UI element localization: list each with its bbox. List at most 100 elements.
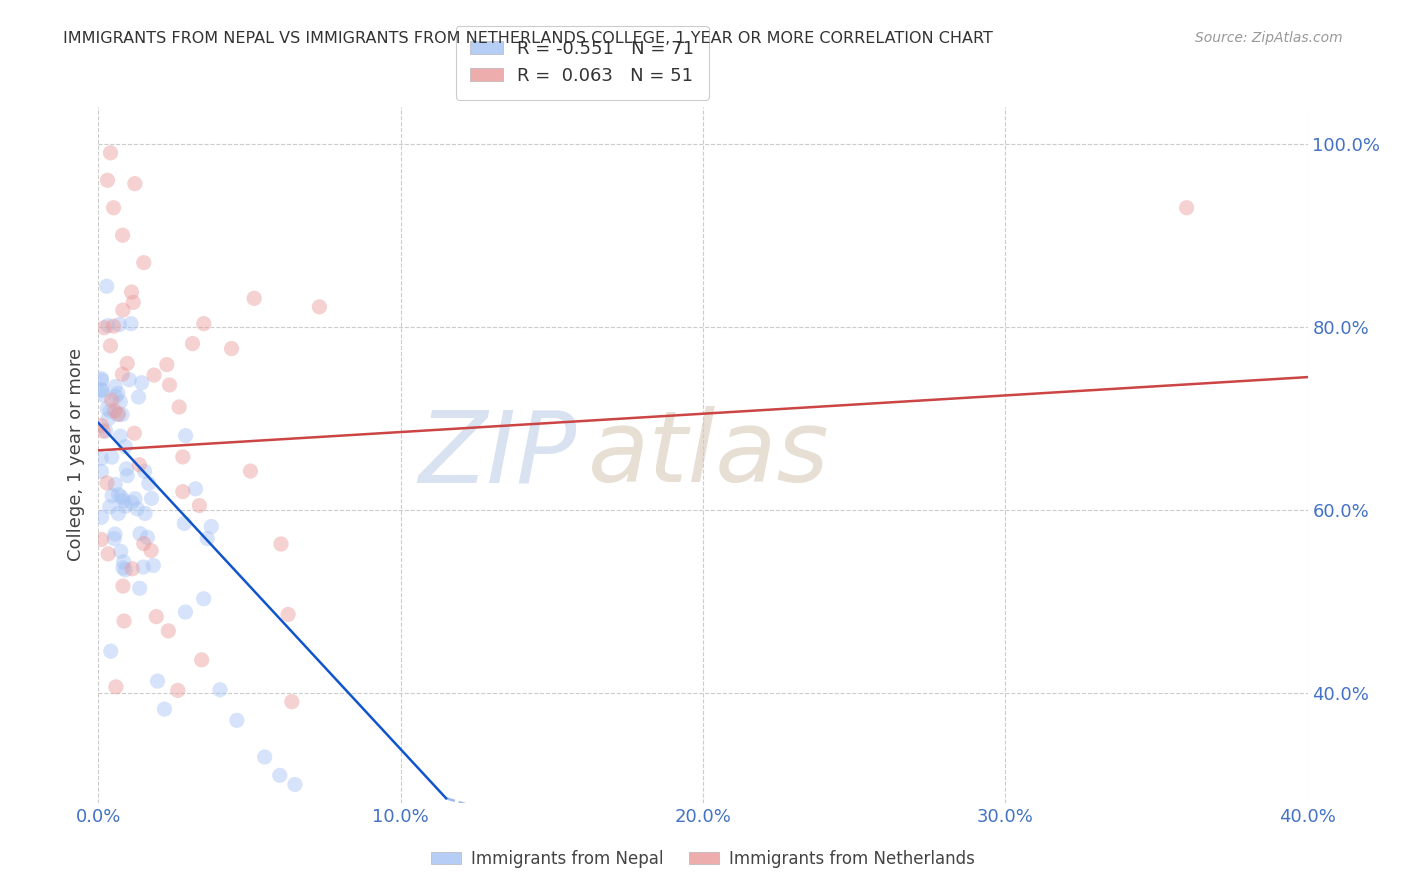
Point [115,462,138,476]
Point [111,408,134,422]
Point [100,145,122,160]
Point [97,547,120,561]
Point [104,477,127,491]
Point [90,418,112,433]
Point [127,501,149,516]
Point [122,295,145,310]
Point [110,490,132,504]
Point [114,563,136,577]
Point [117,468,139,483]
Point [281,695,304,709]
Point [97,412,120,426]
Point [107,488,129,502]
Point [97,318,120,333]
Point [172,450,194,464]
Point [239,464,262,478]
Point [167,400,190,414]
Point [90,533,112,547]
Point [93,388,115,402]
Point [172,484,194,499]
Point [124,177,146,191]
Point [90,451,112,466]
Point [91,424,114,438]
Point [308,300,330,314]
Point [129,526,152,541]
Point [115,356,138,370]
Point [100,644,122,658]
Point [96,173,118,187]
Point [108,318,131,332]
Point [103,319,125,334]
Point [120,317,142,331]
Point [90,383,112,397]
Point [188,499,211,513]
Point [96,475,118,490]
Point [128,390,150,404]
Point [111,303,134,318]
Point [112,555,135,569]
Point [184,482,207,496]
Text: IMMIGRANTS FROM NEPAL VS IMMIGRANTS FROM NETHERLANDS COLLEGE, 1 YEAR OR MORE COR: IMMIGRANTS FROM NEPAL VS IMMIGRANTS FROM… [63,31,993,46]
Point [107,386,129,401]
Text: atlas: atlas [588,407,830,503]
Point [253,750,276,764]
Point [103,201,125,215]
Point [100,393,122,408]
Point [193,591,215,606]
Point [114,440,136,454]
Point [195,532,218,546]
Point [134,464,156,478]
Point [139,543,162,558]
Text: Source: ZipAtlas.com: Source: ZipAtlas.com [1195,31,1343,45]
Point [90,384,112,398]
Point [93,320,115,334]
Point [107,407,129,421]
Point [132,536,155,550]
Point [110,429,132,443]
Point [112,614,135,628]
Point [96,401,118,416]
Point [90,465,112,479]
Point [90,373,112,387]
Point [103,404,125,418]
Point [181,336,204,351]
Point [132,255,155,269]
Point [124,491,146,506]
Point [284,777,307,791]
Point [173,516,195,531]
Point [112,493,135,508]
Point [107,507,129,521]
Point [142,558,165,573]
Point [121,495,143,509]
Point [270,537,292,551]
Point [94,424,117,438]
Point [143,368,166,383]
Point [110,544,132,558]
Point [111,561,134,575]
Y-axis label: College, 1 year or more: College, 1 year or more [66,349,84,561]
Point [104,527,127,541]
Point [243,291,266,305]
Point [269,768,291,782]
Point [156,358,179,372]
Point [101,489,124,503]
Point [90,372,112,386]
Point [190,653,212,667]
Point [153,702,176,716]
Point [277,607,299,622]
Point [104,390,127,404]
Point [100,339,122,353]
Point [145,609,167,624]
Point [96,279,118,293]
Point [111,367,134,381]
Point [114,500,136,514]
Point [111,579,134,593]
Point [104,379,127,393]
Point [128,581,150,595]
Point [107,408,129,422]
Point [103,532,125,546]
Point [134,507,156,521]
Point [110,395,132,409]
Point [118,373,141,387]
Point [146,674,169,689]
